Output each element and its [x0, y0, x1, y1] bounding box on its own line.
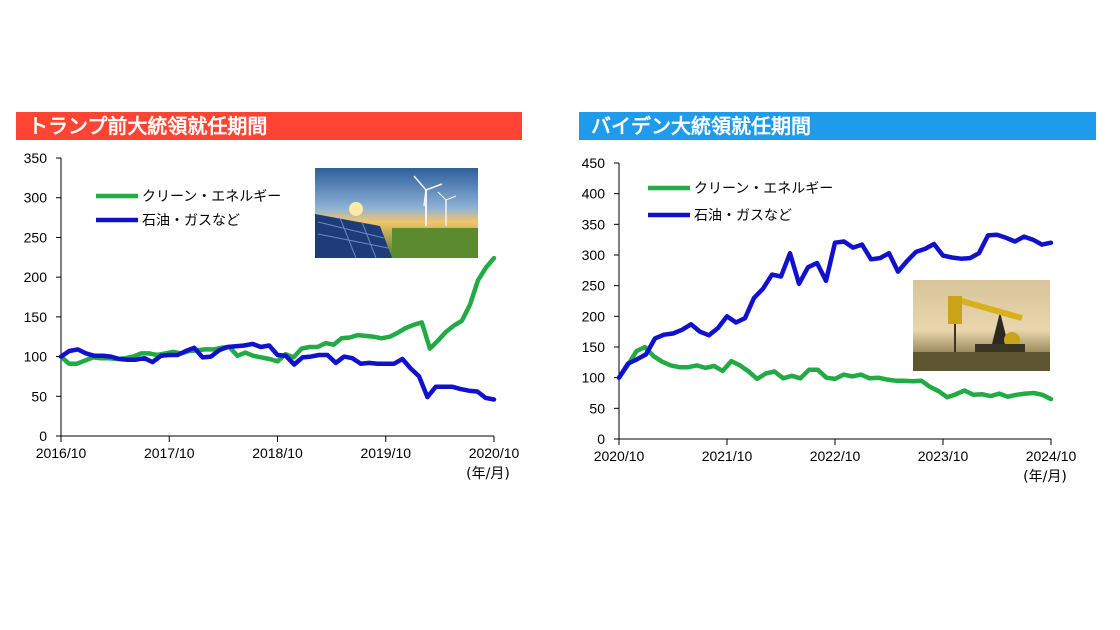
y-tick-label: 300: [582, 247, 606, 263]
left-panel-title: トランプ前大統領就任期間: [16, 112, 522, 140]
y-tick-label: 250: [582, 278, 606, 294]
y-tick-label: 150: [24, 309, 48, 325]
series-line-oil-gas: [58, 341, 497, 402]
series-line-oil-gas: [616, 232, 1054, 380]
y-tick-label: 50: [589, 400, 605, 416]
x-tick-label: 2016/10: [36, 445, 87, 461]
x-tick-label: 2024/10: [1026, 448, 1077, 464]
y-tick-label: 450: [582, 155, 606, 171]
x-tick-label: 2020/10: [469, 445, 520, 461]
legend-label: 石油・ガスなど: [142, 213, 240, 229]
y-tick-label: 0: [39, 428, 47, 444]
right-panel-title: バイデン大統領就任期間: [579, 112, 1096, 140]
x-tick-label: 2023/10: [918, 448, 969, 464]
x-tick-label: 2018/10: [252, 445, 303, 461]
x-tick-label: 2022/10: [810, 448, 861, 464]
y-tick-label: 100: [582, 370, 606, 386]
x-tick-label: 2020/10: [594, 448, 645, 464]
y-tick-label: 400: [582, 186, 606, 202]
x-tick-label: 2019/10: [360, 445, 411, 461]
y-tick-label: 200: [582, 308, 606, 324]
y-tick-label: 300: [24, 190, 48, 206]
legend-label: 石油・ガスなど: [694, 208, 792, 224]
series-line-clean-energy: [616, 344, 1054, 402]
series-line-clean-energy: [58, 255, 497, 366]
y-tick-label: 50: [31, 388, 47, 404]
right-chart: 0 50 100 150 200 250 300 350 400 450 2020/10 2021/1…: [582, 155, 1077, 485]
y-tick-label: 350: [582, 216, 606, 232]
y-tick-label: 200: [24, 269, 48, 285]
x-tick-label: 2017/10: [144, 445, 195, 461]
y-tick-label: 350: [24, 150, 48, 166]
x-axis-unit-label: (年/月): [466, 466, 510, 482]
y-tick-label: 100: [24, 349, 48, 365]
left-chart: 0 50 100 150 200 250 300 350 2016/10 2017/10 2018/…: [24, 150, 520, 482]
y-tick-label: 250: [24, 229, 48, 245]
legend-label: クリーン・エネルギー: [694, 181, 833, 197]
y-tick-label: 150: [582, 339, 606, 355]
legend-label: クリーン・エネルギー: [142, 189, 281, 205]
x-axis-unit-label: (年/月): [1023, 469, 1067, 485]
y-tick-label: 0: [597, 431, 605, 447]
x-tick-label: 2021/10: [702, 448, 753, 464]
solar-wind-image: [315, 168, 478, 259]
oil-pumpjack-image: [913, 280, 1050, 371]
